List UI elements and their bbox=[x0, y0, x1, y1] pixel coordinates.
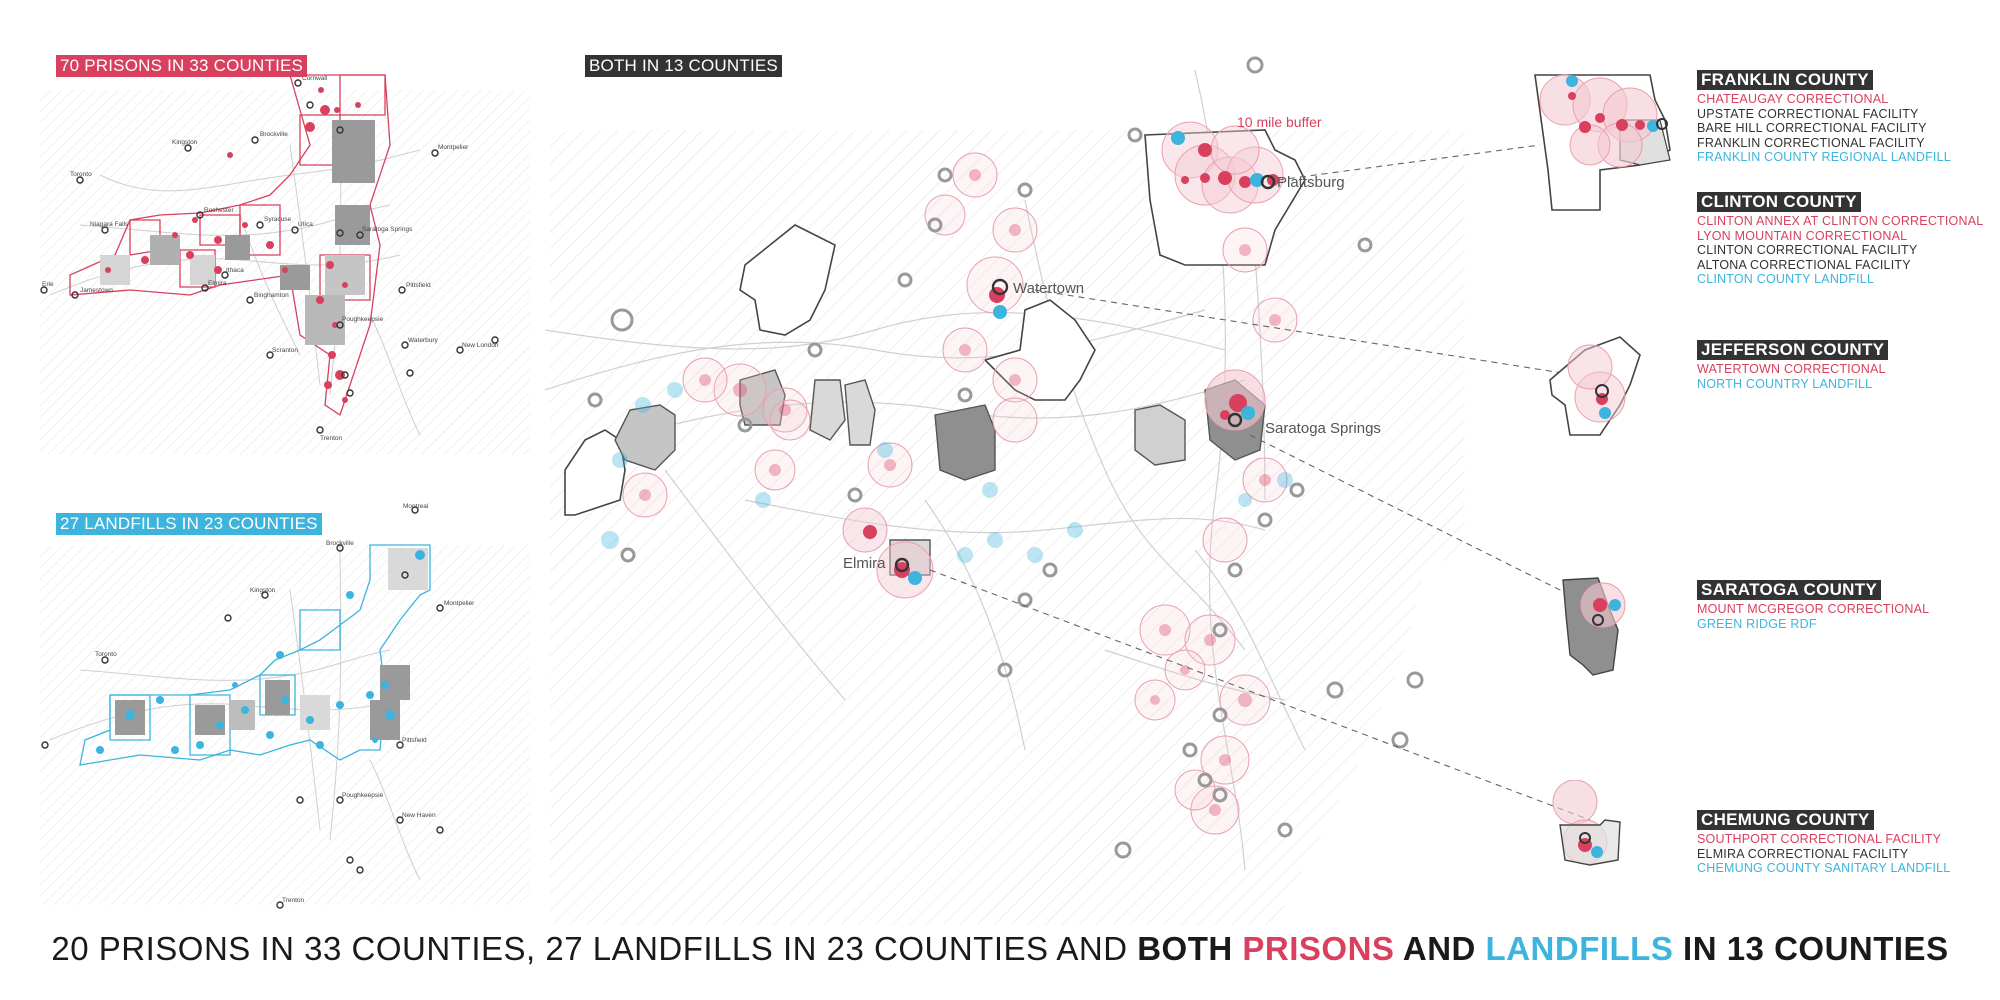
city-label: Erie bbox=[42, 281, 54, 288]
landfills-count-label: 27 LANDFILLS IN 23 COUNTIES bbox=[56, 513, 322, 535]
ny-county-outlines bbox=[79, 544, 431, 766]
city-label: Kingston bbox=[250, 587, 276, 594]
caption-part1: 20 PRISONS IN 33 COUNTIES, 27 LANDFILLS … bbox=[51, 930, 1138, 967]
landfills-inset-map: Montreal Brockville Kingston Toronto Mon… bbox=[40, 503, 530, 909]
county-inset-saratoga bbox=[1562, 577, 1626, 676]
jefferson-county bbox=[739, 224, 836, 336]
city-label: Kingston bbox=[172, 139, 198, 146]
city-label: New Haven bbox=[402, 812, 436, 819]
city-markers-main bbox=[587, 56, 1424, 859]
city-label: Rochester bbox=[204, 207, 234, 214]
city-label: Trenton bbox=[320, 435, 343, 442]
facility-other: ELMIRA CORRECTIONAL FACILITY bbox=[1697, 846, 1909, 861]
county-title: SARATOGA COUNTY bbox=[1697, 580, 1882, 600]
facility-prison: CLINTON ANNEX AT CLINTON CORRECTIONAL bbox=[1697, 214, 1984, 228]
county-title: CHEMUNG COUNTY bbox=[1697, 810, 1874, 830]
city-label: Waterbury bbox=[408, 337, 438, 344]
main-map: 10 mile buffer Plattsburg Watertown Sara… bbox=[545, 56, 1465, 925]
facility-prison: WATERTOWN CORRECTIONAL bbox=[1697, 362, 1886, 376]
city-label: Utica bbox=[298, 221, 313, 228]
caption-landfills: LANDFILLS bbox=[1485, 930, 1674, 967]
facility-prison: SOUTHPORT CORRECTIONAL FACILITY bbox=[1697, 832, 1942, 846]
city-label: Toronto bbox=[70, 171, 92, 178]
prison-dots bbox=[105, 87, 361, 403]
city-markers bbox=[41, 506, 444, 909]
caption-both: BOTH bbox=[1137, 930, 1243, 967]
facility-other: BARE HILL CORRECTIONAL FACILITY bbox=[1697, 121, 1927, 135]
ny-counties-shaded bbox=[100, 120, 375, 345]
facility-landfill: CLINTON COUNTY LANDFILL bbox=[1697, 272, 1875, 286]
prisons-count-label: 70 PRISONS IN 33 COUNTIES bbox=[56, 55, 308, 77]
facility-landfill: CHEMUNG COUNTY SANITARY LANDFILL bbox=[1697, 861, 1951, 875]
facility-landfill: GREEN RIDGE RDF bbox=[1697, 616, 1817, 631]
city-markers bbox=[40, 79, 499, 434]
landfill-dots bbox=[96, 550, 425, 754]
city-label: Syracuse bbox=[264, 216, 291, 223]
inset-city-labels: Montreal Brockville Kingston Toronto Mon… bbox=[95, 503, 475, 904]
facility-landfill: FRANKLIN COUNTY REGIONAL LANDFILL bbox=[1697, 150, 1951, 164]
city-label: Pittsfield bbox=[402, 737, 427, 744]
county-inset-jefferson bbox=[1549, 336, 1641, 436]
city-label: Montpelier bbox=[438, 144, 469, 151]
facility-other: FRANKLIN CORRECTIONAL FACILITY bbox=[1697, 135, 1925, 150]
city-label: Brockville bbox=[326, 540, 354, 547]
prisons-inset-map: Cornwall Montpelier Toronto Kingston Bro… bbox=[40, 74, 530, 455]
prison-dots-faint bbox=[639, 169, 1281, 816]
city-label: Saratoga Springs bbox=[362, 226, 413, 233]
both-count-label: BOTH IN 13 COUNTIES bbox=[585, 55, 782, 77]
caption-and: AND bbox=[1394, 930, 1486, 967]
facility-landfill: NORTH COUNTRY LANDFILL bbox=[1697, 376, 1873, 391]
city-label-saratoga-springs: Saratoga Springs bbox=[1265, 420, 1381, 437]
county-title: JEFFERSON COUNTY bbox=[1697, 340, 1889, 360]
bottom-caption: 20 PRISONS IN 33 COUNTIES, 27 LANDFILLS … bbox=[0, 930, 2000, 968]
facility-other: ALTONA CORRECTIONAL FACILITY bbox=[1697, 257, 1911, 272]
city-label: Scranton bbox=[272, 347, 298, 354]
county-title: CLINTON COUNTY bbox=[1697, 192, 1861, 212]
buffer-label: 10 mile buffer bbox=[1237, 114, 1322, 130]
facility-other: CLINTON CORRECTIONAL FACILITY bbox=[1697, 243, 1918, 257]
landfill-dots-main bbox=[908, 131, 1264, 585]
prison-dots-main bbox=[863, 143, 1279, 578]
city-label: Poughkeepsie bbox=[342, 792, 384, 799]
landfill-dots-faint bbox=[601, 382, 1293, 563]
county-inset-franklin-clinton bbox=[1534, 74, 1671, 211]
city-label: Elmira bbox=[208, 280, 227, 287]
county-block-franklin: FRANKLIN COUNTY CHATEAUGAY CORRECTIONAL … bbox=[1697, 70, 1951, 165]
county-inset-chemung bbox=[1552, 780, 1621, 866]
city-label: New London bbox=[462, 342, 499, 349]
caption-tail: IN 13 COUNTIES bbox=[1673, 930, 1949, 967]
city-label: Ithaca bbox=[226, 267, 244, 274]
city-label: Cornwall bbox=[302, 75, 328, 82]
key-city-markers bbox=[894, 174, 1276, 573]
facility-prison: CHATEAUGAY CORRECTIONAL bbox=[1697, 92, 1889, 106]
county-block-chemung: CHEMUNG COUNTY SOUTHPORT CORRECTIONAL FA… bbox=[1697, 810, 1950, 876]
city-label: Trenton bbox=[282, 897, 305, 904]
county-block-clinton: CLINTON COUNTY CLINTON ANNEX AT CLINTON … bbox=[1697, 192, 1983, 287]
facility-prison: LYON MOUNTAIN CORRECTIONAL bbox=[1697, 228, 1908, 243]
city-label-elmira: Elmira bbox=[843, 555, 886, 572]
city-label: Brockville bbox=[260, 131, 288, 138]
county-block-saratoga: SARATOGA COUNTY MOUNT MCGREGOR CORRECTIO… bbox=[1697, 580, 1929, 631]
city-label: Montreal bbox=[403, 503, 429, 510]
city-label-watertown: Watertown bbox=[1013, 280, 1084, 297]
city-label: Montpelier bbox=[444, 600, 475, 607]
caption-prisons: PRISONS bbox=[1242, 930, 1395, 967]
facility-prison: MOUNT MCGREGOR CORRECTIONAL bbox=[1697, 602, 1930, 616]
city-label: Pittsfield bbox=[406, 282, 431, 289]
facility-other: UPSTATE CORRECTIONAL FACILITY bbox=[1697, 106, 1919, 121]
city-label: Binghamton bbox=[254, 292, 289, 299]
st-lawrence-county bbox=[983, 299, 1096, 401]
city-label: Poughkeepsie bbox=[342, 316, 384, 323]
city-label: Toronto bbox=[95, 651, 117, 658]
county-block-jefferson: JEFFERSON COUNTY WATERTOWN CORRECTIONAL … bbox=[1697, 340, 1889, 391]
city-label: Niagara Falls bbox=[90, 221, 129, 228]
inset-city-labels: Cornwall Montpelier Toronto Kingston Bro… bbox=[42, 75, 499, 442]
county-title: FRANKLIN COUNTY bbox=[1697, 70, 1873, 90]
city-label: Jamestown bbox=[80, 287, 113, 294]
